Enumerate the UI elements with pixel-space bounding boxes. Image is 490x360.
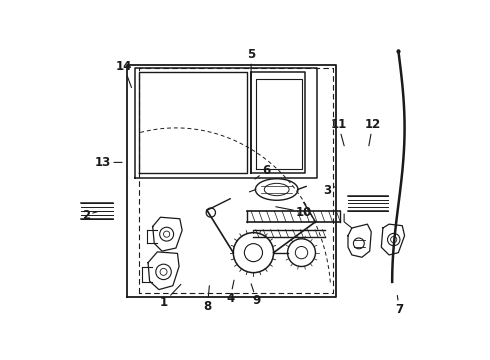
Text: 5: 5: [247, 48, 255, 79]
Text: 1: 1: [160, 284, 181, 309]
Text: 6: 6: [255, 164, 270, 179]
Text: 3: 3: [323, 184, 335, 197]
Text: 9: 9: [251, 284, 261, 307]
Text: 14: 14: [116, 60, 132, 87]
Text: 2: 2: [82, 208, 98, 221]
Text: 7: 7: [395, 296, 403, 316]
Text: 12: 12: [365, 118, 381, 146]
Text: 4: 4: [226, 280, 234, 305]
Text: 11: 11: [330, 118, 346, 146]
Text: 8: 8: [203, 286, 212, 313]
Text: 13: 13: [95, 156, 122, 169]
Text: 10: 10: [276, 206, 313, 219]
